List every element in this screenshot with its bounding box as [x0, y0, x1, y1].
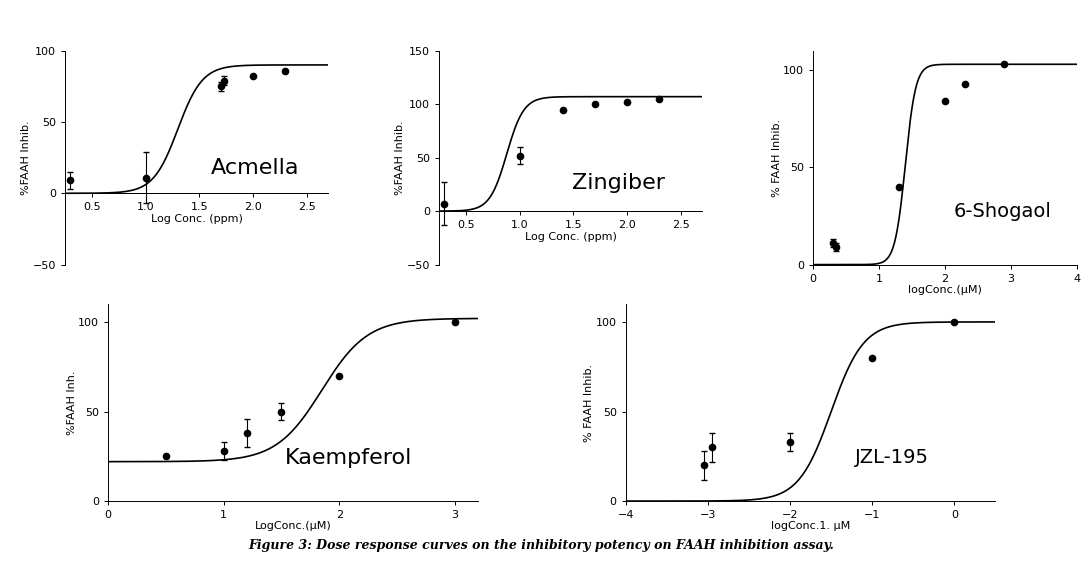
Y-axis label: % FAAH Inhib.: % FAAH Inhib. [584, 364, 594, 441]
Text: JZL-195: JZL-195 [855, 448, 929, 467]
Y-axis label: % FAAH Inhib.: % FAAH Inhib. [771, 119, 781, 196]
Text: Figure 3: Dose response curves on the inhibitory potency on FAAH inhibition assa: Figure 3: Dose response curves on the in… [248, 539, 834, 552]
Y-axis label: %FAAH Inhib.: %FAAH Inhib. [22, 120, 31, 195]
Y-axis label: %FAAH Inhib.: %FAAH Inhib. [395, 120, 406, 195]
Text: Acmella: Acmella [210, 158, 299, 178]
Y-axis label: %FAAH Inh.: %FAAH Inh. [67, 370, 77, 435]
X-axis label: logConc.1. μM: logConc.1. μM [771, 521, 850, 531]
X-axis label: Log Conc. (ppm): Log Conc. (ppm) [150, 214, 242, 224]
Text: Kaempferol: Kaempferol [285, 448, 412, 468]
Text: Zingiber: Zingiber [571, 173, 664, 193]
X-axis label: Log Conc. (ppm): Log Conc. (ppm) [525, 231, 617, 242]
Text: 6-Shogaol: 6-Shogaol [954, 202, 1052, 221]
X-axis label: LogConc.(μM): LogConc.(μM) [254, 521, 331, 531]
X-axis label: logConc.(μM): logConc.(μM) [908, 285, 981, 295]
